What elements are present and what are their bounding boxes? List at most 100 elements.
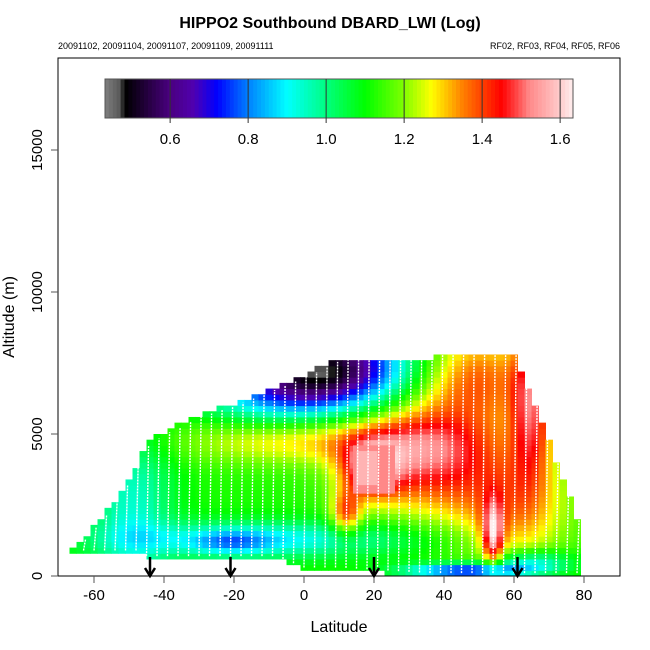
y-tick-label: 10000 <box>29 271 46 313</box>
heatmap-cell <box>153 541 161 549</box>
heatmap-cell <box>524 416 532 424</box>
heatmap-cell <box>300 451 308 458</box>
heatmap-cell <box>244 422 252 429</box>
heatmap-cell <box>321 382 329 390</box>
heatmap-cell <box>90 530 98 537</box>
heatmap-cell <box>398 416 406 424</box>
heatmap-cell <box>489 462 497 469</box>
heatmap-cell <box>272 479 280 486</box>
heatmap-cell <box>237 416 245 424</box>
heatmap-cell <box>531 434 539 441</box>
heatmap-cell <box>384 553 392 560</box>
heatmap-cell <box>167 541 175 549</box>
heatmap-cell <box>433 468 441 475</box>
colorbar-segment <box>487 79 492 118</box>
heatmap-cell <box>370 547 378 554</box>
heatmap-cell <box>286 507 294 515</box>
heatmap-cell <box>545 479 553 486</box>
heatmap-cell <box>209 479 217 486</box>
heatmap-cell <box>461 513 469 520</box>
colorbar-segment <box>307 79 313 118</box>
heatmap-cell <box>251 507 259 515</box>
heatmap-cell <box>174 456 182 463</box>
heatmap-cell <box>342 428 350 435</box>
heatmap-cell <box>265 456 273 463</box>
heatmap-cell <box>251 405 259 412</box>
heatmap-cell <box>468 371 476 378</box>
heatmap-cell <box>328 411 336 418</box>
arrow-head <box>224 567 237 579</box>
colorbar-segment <box>370 79 375 118</box>
heatmap-cell <box>552 513 560 520</box>
colorbar-segment <box>530 79 535 118</box>
heatmap-cell <box>223 451 231 458</box>
heatmap-cell <box>482 570 490 577</box>
heatmap-cell <box>426 468 434 475</box>
heatmap-cell <box>356 382 364 390</box>
heatmap-cell <box>524 411 532 418</box>
colorbar-segment <box>327 79 332 118</box>
heatmap-cell <box>433 382 441 390</box>
heatmap-cell <box>244 553 252 560</box>
heatmap-cell <box>433 490 441 497</box>
heatmap-cell <box>384 564 392 571</box>
flight-track <box>502 354 507 574</box>
heatmap-cell <box>132 479 140 486</box>
heatmap-cell <box>230 547 238 554</box>
heatmap-cell <box>293 462 301 469</box>
heatmap-cell <box>363 388 371 395</box>
heatmap-cell <box>195 422 203 429</box>
heatmap-cell <box>496 553 504 560</box>
heatmap-cell <box>482 490 490 497</box>
heatmap-cell <box>342 405 350 412</box>
heatmap-cell <box>391 411 399 418</box>
heatmap-cell <box>489 422 497 429</box>
heatmap-cell <box>461 439 469 446</box>
heatmap-cell <box>566 530 574 537</box>
heatmap-cell <box>293 473 301 480</box>
heatmap-cell <box>251 434 259 441</box>
heatmap-cell <box>195 473 203 480</box>
heatmap-cell <box>202 507 210 515</box>
heatmap-cell <box>363 434 371 441</box>
heatmap-cell <box>384 394 392 401</box>
heatmap-cell <box>419 490 427 497</box>
heatmap-cell <box>363 399 371 407</box>
heatmap-cell <box>384 434 392 441</box>
heatmap-cell <box>202 468 210 475</box>
heatmap-cell <box>356 388 364 395</box>
heatmap-cell <box>265 490 273 497</box>
heatmap-cell <box>272 439 280 446</box>
heatmap-cell <box>202 411 210 418</box>
heatmap-cell <box>209 439 217 446</box>
heatmap-cell <box>524 479 532 486</box>
colorbar-segment <box>471 79 477 118</box>
heatmap-cell <box>314 411 322 418</box>
heatmap-cell <box>97 547 105 554</box>
heatmap-cell <box>125 502 133 509</box>
heatmap-cell <box>160 513 168 520</box>
heatmap-cell <box>286 485 294 492</box>
heatmap-cell <box>223 462 231 469</box>
heatmap-cell <box>384 411 392 418</box>
heatmap-cell <box>160 451 168 458</box>
heatmap-cell <box>503 451 511 458</box>
heatmap-cell <box>342 382 350 390</box>
heatmap-cell <box>230 490 238 497</box>
heatmap-cell <box>391 394 399 401</box>
heatmap-cell <box>566 553 574 560</box>
heatmap-cell <box>342 388 350 395</box>
colorbar-segment <box>444 79 449 118</box>
heatmap-cell <box>167 434 175 441</box>
heatmap-cell <box>440 411 448 418</box>
heatmap-cell <box>377 507 385 515</box>
heatmap-cell <box>356 553 364 560</box>
heatmap-cell <box>230 507 238 515</box>
colorbar-tick-label: 0.8 <box>238 131 259 148</box>
heatmap-cell <box>272 422 280 429</box>
x-tick-label: -20 <box>223 587 245 604</box>
heatmap-cell <box>426 451 434 458</box>
heatmap-cell <box>475 564 483 571</box>
heatmap-cell <box>216 422 224 429</box>
colorbar-segment <box>198 79 204 118</box>
